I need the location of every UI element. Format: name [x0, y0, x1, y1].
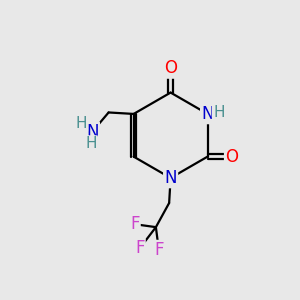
Text: F: F: [135, 239, 144, 257]
Text: N: N: [86, 123, 99, 141]
Text: H: H: [76, 116, 87, 131]
Text: O: O: [225, 148, 238, 166]
Text: O: O: [164, 59, 177, 77]
Text: N: N: [164, 169, 177, 187]
Text: F: F: [130, 215, 140, 233]
Text: H: H: [213, 105, 224, 120]
Text: H: H: [85, 136, 97, 152]
Text: N: N: [201, 105, 214, 123]
Text: F: F: [154, 241, 164, 259]
